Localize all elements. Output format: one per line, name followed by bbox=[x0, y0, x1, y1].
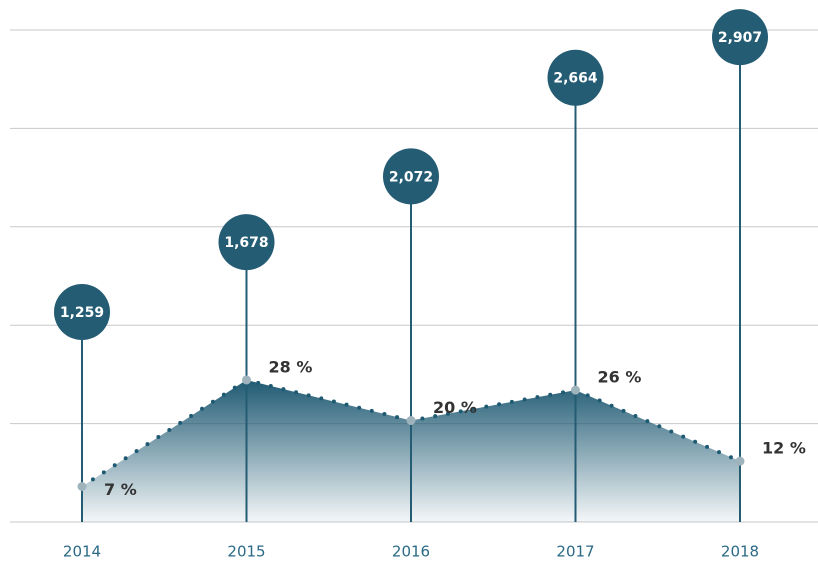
bubble bbox=[54, 284, 110, 341]
growth-label: 26 % bbox=[598, 368, 642, 387]
bubble bbox=[547, 49, 604, 106]
bubble bbox=[218, 214, 275, 271]
x-tick-label: 2018 bbox=[721, 543, 759, 561]
x-tick-label: 2016 bbox=[392, 543, 430, 561]
growth-label: 7 % bbox=[104, 480, 137, 499]
bubble bbox=[712, 9, 768, 66]
growth-point bbox=[242, 375, 251, 385]
x-tick-label: 2014 bbox=[63, 543, 101, 561]
bubble-label: 2,664 bbox=[553, 71, 598, 87]
growth-label: 20 % bbox=[433, 398, 477, 417]
bubble-label: 2,072 bbox=[389, 169, 433, 185]
growth-point bbox=[735, 456, 745, 466]
bubble-label: 1,259 bbox=[60, 305, 104, 321]
growth-label: 28 % bbox=[269, 357, 313, 376]
x-tick-label: 2015 bbox=[227, 543, 265, 561]
bubble-label: 1,678 bbox=[224, 235, 268, 251]
growth-point bbox=[571, 385, 580, 395]
x-tick-label: 2017 bbox=[556, 543, 594, 561]
bubble bbox=[383, 148, 439, 205]
growth-point bbox=[77, 481, 87, 491]
growth-point bbox=[406, 416, 416, 426]
growth-label: 12 % bbox=[762, 439, 806, 458]
bubble-label: 2,907 bbox=[718, 30, 762, 46]
